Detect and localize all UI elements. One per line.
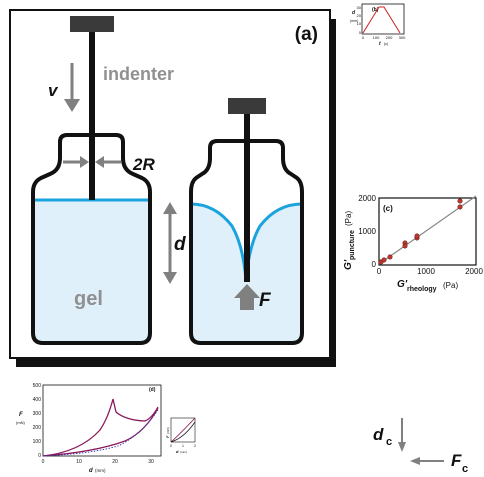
panel-d-xlabel: d — [89, 468, 93, 474]
radius-label: 2R — [132, 155, 155, 174]
panel-d-xtick: 10 — [76, 459, 82, 465]
critical-depth-label: d — [373, 425, 384, 444]
panel-d-inset-ylabel: F — [165, 435, 170, 438]
velocity-arrowhead — [64, 99, 80, 112]
panel-b-ytick: 30 — [357, 5, 362, 10]
panel-d-ytick: 200 — [33, 425, 42, 431]
panel-c-ylabel: G' — [343, 259, 354, 270]
panel-d-ytick: 300 — [33, 411, 42, 417]
panel-c-xtick: 1000 — [417, 267, 435, 276]
panel-d-inset-xtick: 1 — [182, 444, 184, 448]
panel-b-xtick: 300 — [399, 35, 406, 40]
panel-c-ytick: 0 — [372, 260, 377, 269]
gel-fill-left — [33, 200, 150, 343]
panel-d-ytick: 500 — [33, 383, 42, 389]
panel-d-inset-xtick: 2 — [194, 444, 196, 448]
panel-c-xlabel: G' — [397, 279, 408, 290]
panel-b-trace — [362, 6, 401, 34]
panel-b-yunit: (mm) — [350, 19, 358, 23]
gel-label: gel — [74, 288, 103, 310]
panel-b-xtick: 0 — [362, 35, 365, 40]
panel-d-inset: 0 1 2 d (mm) F (mN) — [165, 417, 196, 454]
critical-force-sub: c — [462, 463, 468, 475]
panel-d-loading-curve — [42, 398, 159, 457]
panel-a: (a) v indenter 2R gel — [9, 9, 336, 367]
radius-arrowhead-right — [95, 156, 104, 168]
critical-depth-sub: c — [386, 436, 392, 448]
panel-c-point — [414, 233, 420, 239]
panel-d-xunit: (mm) — [95, 468, 106, 473]
panel-c-xlabel-sub: rheology — [407, 286, 437, 293]
panel-b-ytick: 10 — [357, 21, 362, 26]
panel-d-inset-yunit: (mN) — [166, 427, 170, 434]
panel-d-fit-curve — [42, 409, 159, 457]
panel-d-inset-xlabel: d — [176, 449, 179, 454]
panel-b: (b) 30 20 10 0 0 100 200 300 d (mm) t (s… — [350, 3, 406, 47]
force-arrow — [234, 284, 260, 310]
panel-b-tag: (b) — [372, 7, 379, 13]
panel-a-tag: (a) — [295, 24, 318, 45]
panel-c-xtick: 2000 — [465, 267, 483, 276]
panel-d-ytick: 100 — [33, 439, 42, 445]
panel-d-tag: (d) — [149, 387, 156, 393]
indenter-head-left — [70, 16, 114, 32]
panel-d-xtick: 20 — [112, 459, 118, 465]
panel-c-xunit: (Pa) — [443, 281, 458, 290]
panel-b-xtick: 200 — [386, 35, 393, 40]
panel-c-point — [381, 257, 387, 263]
panel-d-ytick: 0 — [38, 453, 41, 459]
bottle-outline-right — [189, 139, 304, 345]
panel-c-xtick: 0 — [377, 267, 382, 276]
panel-b-ylabel: d — [352, 10, 356, 16]
panel-d-ytick: 400 — [33, 397, 42, 403]
panel-d-inset-fit — [170, 421, 196, 443]
panel-c-ytick: 2000 — [358, 194, 376, 203]
depth-arrow — [163, 202, 177, 284]
panel-c-point — [402, 243, 408, 249]
panel-c-point — [457, 204, 463, 210]
panel-c-yunit: (Pa) — [344, 211, 353, 226]
panel-d-yunit: (mN) — [16, 420, 26, 425]
panel-b-xunit: (s) — [384, 42, 388, 46]
panel-d-xtick: 0 — [42, 459, 45, 465]
panel-d-ylabel: F — [19, 412, 23, 418]
panel-b-ytick: 20 — [357, 13, 362, 18]
panel-c-ylabel-sub: puncture — [349, 230, 356, 260]
panel-d-xtick: 30 — [148, 459, 154, 465]
velocity-label: v — [48, 81, 59, 100]
gel-fill-right — [191, 204, 302, 343]
indenter-head-right — [228, 98, 266, 114]
panel-b-ytick: 0 — [359, 30, 362, 35]
panel-d-inset-xtick: 0 — [170, 444, 172, 448]
panel-d: (d) 500 400 300 200 100 0 0 10 20 30 F (… — [16, 383, 196, 474]
radius-arrowhead-left — [80, 156, 89, 168]
panel-d-inset-curve — [170, 417, 196, 443]
indenter-label: indenter — [103, 64, 174, 84]
panel-c-point — [387, 254, 393, 260]
panel-c-ytick: 1000 — [358, 227, 376, 236]
panel-d-inset-xunit: (mm) — [180, 450, 187, 454]
legend-critical: d c F c — [373, 418, 468, 475]
panel-b-xtick: 100 — [373, 35, 380, 40]
panel-c: (c) 2000 1000 0 0 1000 2000 G' pun — [343, 194, 483, 293]
bottle-outline-left — [31, 133, 152, 345]
right-bottle: F — [189, 98, 304, 345]
panel-c-point — [457, 198, 463, 204]
panel-b-xlabel: t — [379, 41, 381, 47]
critical-depth-arrowhead — [398, 442, 406, 452]
critical-force-arrowhead — [410, 457, 420, 465]
critical-force-label: F — [451, 451, 462, 470]
panel-c-tag: (c) — [383, 204, 393, 213]
left-bottle: v indenter 2R gel — [31, 16, 174, 345]
depth-label: d — [174, 234, 186, 255]
force-label: F — [259, 290, 272, 311]
